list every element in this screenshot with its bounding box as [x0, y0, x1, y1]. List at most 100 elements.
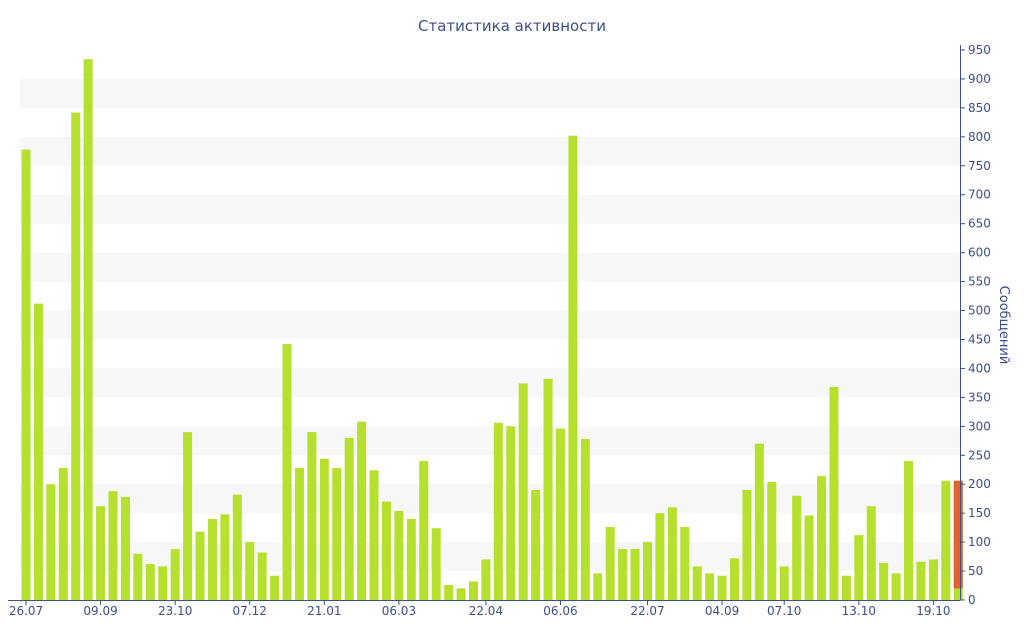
- bar: [829, 386, 839, 600]
- y-tick-label: 900: [968, 72, 991, 86]
- bar: [692, 566, 702, 600]
- y-tick-label: 800: [968, 130, 991, 144]
- x-tick-label: 26.07: [9, 604, 43, 618]
- bar: [667, 507, 677, 600]
- bar-highlight-segment: [953, 480, 963, 589]
- bar: [928, 559, 938, 600]
- y-tick-label: 100: [968, 535, 991, 549]
- bar: [605, 527, 615, 600]
- x-tick-label: 07.10: [767, 604, 801, 618]
- bar: [767, 481, 777, 600]
- bar: [332, 468, 342, 600]
- y-tick-label: 200: [968, 477, 991, 491]
- bar: [742, 490, 752, 600]
- bar: [531, 490, 541, 600]
- y-tick-label: 500: [968, 304, 991, 318]
- bar: [506, 426, 516, 600]
- bar: [580, 439, 590, 600]
- y-tick-label: 350: [968, 390, 991, 404]
- bar: [481, 559, 491, 600]
- bar: [183, 432, 193, 600]
- bar: [754, 443, 764, 600]
- bar: [866, 506, 876, 600]
- bar: [319, 458, 329, 600]
- bar: [33, 303, 43, 600]
- x-tick-label: 22.07: [630, 604, 664, 618]
- bar: [46, 484, 56, 600]
- bar: [568, 135, 578, 600]
- x-tick-label: 09.09: [83, 604, 117, 618]
- bar: [904, 461, 914, 600]
- x-tick-label: 04.09: [705, 604, 739, 618]
- bar: [381, 501, 391, 600]
- y-axis-label: Сообщений: [996, 286, 1011, 365]
- grid-band: [20, 310, 960, 340]
- bar: [158, 566, 168, 600]
- bar: [357, 421, 367, 600]
- bar: [245, 542, 255, 600]
- bar: [779, 566, 789, 600]
- y-tick-label: 850: [968, 101, 991, 115]
- bar: [518, 383, 528, 600]
- grid-band: [20, 252, 960, 282]
- x-tick-label: 13.10: [842, 604, 876, 618]
- y-tick-label: 450: [968, 332, 991, 346]
- bar: [618, 549, 628, 600]
- bar: [220, 514, 230, 600]
- bar: [655, 513, 665, 600]
- bar: [854, 535, 864, 600]
- x-tick-label: 21.01: [307, 604, 341, 618]
- y-tick-label: 50: [968, 564, 983, 578]
- x-tick-label: 19.10: [916, 604, 950, 618]
- bar: [207, 518, 217, 600]
- bar: [456, 588, 466, 600]
- y-tick-label: 650: [968, 217, 991, 231]
- grid-band: [20, 368, 960, 398]
- y-tick-label: 250: [968, 448, 991, 462]
- bar: [145, 564, 155, 600]
- x-tick-label: 07.12: [233, 604, 267, 618]
- y-tick-label: 0: [968, 593, 976, 607]
- bar: [680, 527, 690, 600]
- bar: [232, 494, 242, 600]
- bar: [730, 558, 740, 600]
- x-tick-label: 06.03: [382, 604, 416, 618]
- y-tick-label: 950: [968, 43, 991, 57]
- bar: [419, 461, 429, 600]
- y-tick-label: 550: [968, 275, 991, 289]
- bar: [643, 542, 652, 600]
- bar: [120, 496, 130, 600]
- bar: [444, 584, 454, 600]
- bar: [406, 518, 416, 600]
- x-axis-ticks: 26.07 09.09 23.10 07.12 21.01 06.03 22.04 06.06…: [9, 600, 951, 618]
- bar: [58, 468, 68, 600]
- bar: [307, 432, 317, 600]
- bar: [543, 378, 553, 600]
- bar: [394, 510, 404, 600]
- bar: [294, 468, 304, 600]
- grid-bands: [20, 78, 960, 572]
- bar: [282, 344, 292, 600]
- chart-title: Статистика активности: [418, 17, 606, 35]
- bar: [431, 528, 441, 600]
- bar: [717, 575, 727, 600]
- y-tick-label: 400: [968, 361, 991, 375]
- bar: [841, 575, 851, 600]
- bar: [817, 476, 827, 600]
- bar: [96, 506, 106, 600]
- bar: [369, 470, 379, 600]
- bar: [83, 59, 93, 600]
- bar: [170, 549, 180, 600]
- bar: [468, 581, 478, 600]
- y-tick-label: 150: [968, 506, 991, 520]
- bar: [493, 422, 503, 600]
- bar: [555, 428, 565, 600]
- grid-band: [20, 484, 960, 514]
- y-tick-label: 600: [968, 246, 991, 260]
- grid-band: [20, 136, 960, 166]
- y-tick-label: 300: [968, 419, 991, 433]
- bar: [792, 495, 802, 600]
- bar: [891, 573, 901, 600]
